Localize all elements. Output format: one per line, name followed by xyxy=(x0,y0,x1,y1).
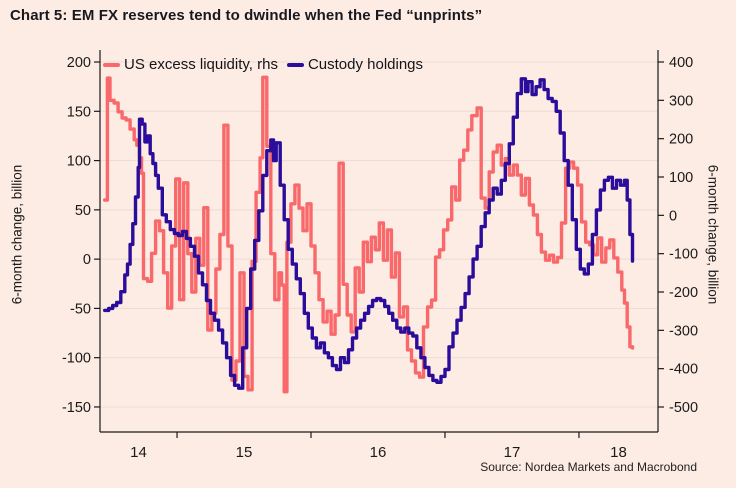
x-tick-label: 17 xyxy=(504,444,521,461)
right-tick-label: 400 xyxy=(669,55,693,71)
x-tick-label: 18 xyxy=(610,444,627,461)
left-tick-label: 100 xyxy=(67,154,91,170)
legend-item-us-excess-liquidity: US excess liquidity, rhs xyxy=(103,56,278,73)
right-tick-label: -100 xyxy=(669,247,698,263)
right-tick-label: 100 xyxy=(669,170,693,186)
x-tick-label: 15 xyxy=(236,444,253,461)
right-tick-label: -200 xyxy=(669,285,698,301)
right-tick-label: 200 xyxy=(669,132,693,148)
chart-legend: US excess liquidity, rhs Custody holding… xyxy=(103,56,432,73)
legend-item-custody-holdings: Custody holdings xyxy=(286,56,424,73)
left-tick-label: 0 xyxy=(83,252,91,268)
legend-label-us-excess-liquidity: US excess liquidity, rhs xyxy=(124,56,278,73)
x-tick-label: 16 xyxy=(370,444,387,461)
right-tick-label: -400 xyxy=(669,362,698,378)
legend-swatch-us-excess-liquidity xyxy=(103,62,120,67)
x-tick-label: 14 xyxy=(130,444,147,461)
left-tick-label: 150 xyxy=(67,104,91,120)
legend-swatch-custody-holdings xyxy=(286,62,304,67)
source-attribution: Source: Nordea Markets and Macrobond xyxy=(480,460,697,474)
left-axis-title: 6-month change, billion xyxy=(9,164,25,305)
right-tick-label: -300 xyxy=(669,323,698,339)
series-line-custody-holdings xyxy=(103,77,635,390)
chart-title: Chart 5: EM FX reserves tend to dwindle … xyxy=(10,7,483,24)
right-tick-label: 300 xyxy=(669,93,693,109)
series-line-us-excess-liquidity xyxy=(103,75,635,394)
right-tick-label: 0 xyxy=(669,208,677,224)
left-tick-label: 50 xyxy=(75,203,91,219)
left-tick-label: -150 xyxy=(62,400,91,416)
right-tick-label: -500 xyxy=(669,400,698,416)
left-tick-label: -100 xyxy=(62,351,91,367)
left-tick-label: -50 xyxy=(70,301,91,317)
legend-label-custody-holdings: Custody holdings xyxy=(307,56,424,73)
left-tick-label: 200 xyxy=(67,55,91,71)
right-axis-title: 6-month change, billion xyxy=(705,164,721,305)
